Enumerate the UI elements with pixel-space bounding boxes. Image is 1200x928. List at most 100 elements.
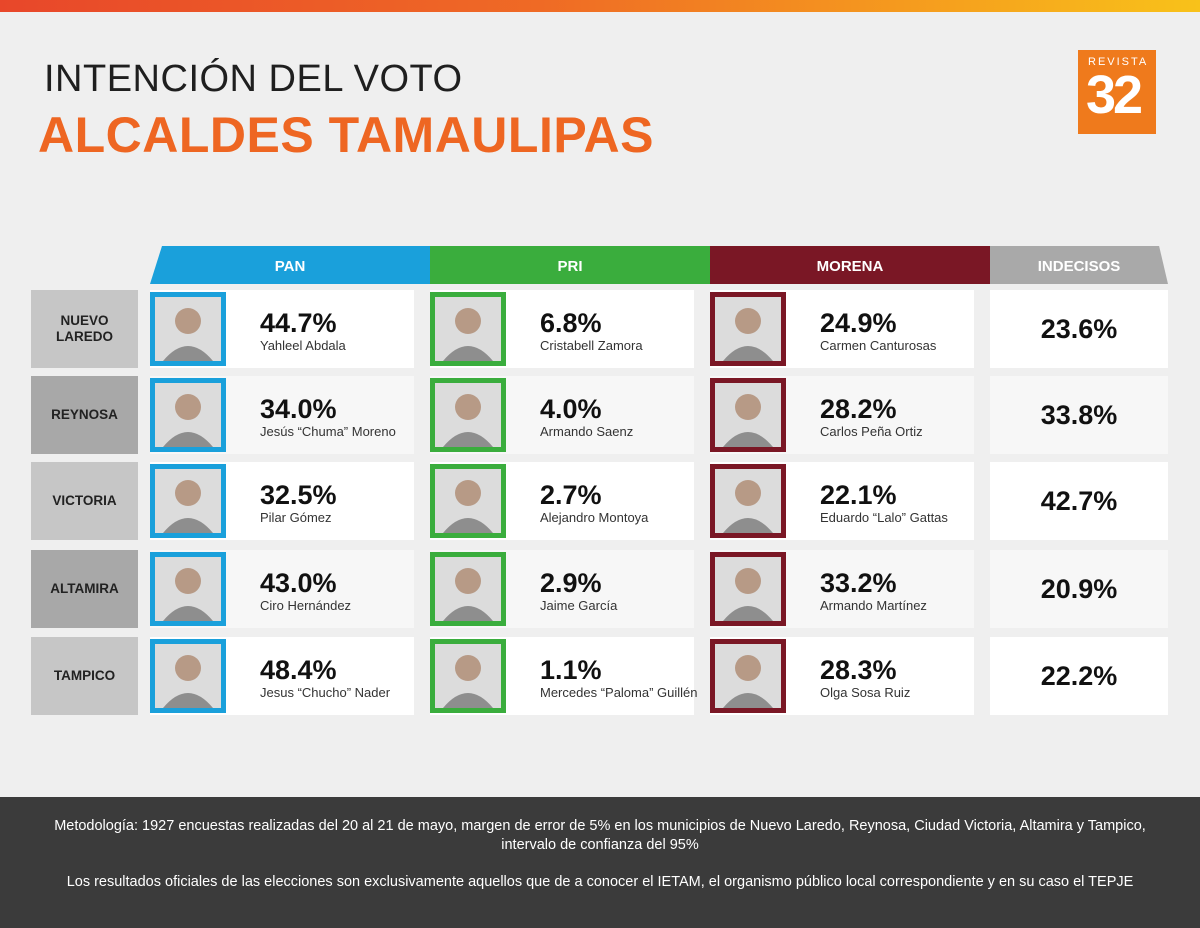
pan-cell: 32.5% Pilar Gómez bbox=[150, 462, 414, 540]
candidate-photo bbox=[710, 292, 786, 366]
city-label: VICTORIA bbox=[31, 462, 138, 540]
methodology-text: Metodología: 1927 encuestas realizadas d… bbox=[54, 818, 1146, 853]
morena-percentage: 24.9% bbox=[820, 308, 897, 338]
pan-cell: 34.0% Jesús “Chuma” Moreno bbox=[150, 376, 414, 454]
candidate-photo bbox=[430, 378, 506, 452]
pri-percentage: 4.0% bbox=[540, 394, 602, 424]
city-label: ALTAMIRA bbox=[31, 550, 138, 628]
pri-cell: 4.0% Armando Saenz bbox=[430, 376, 694, 454]
morena-candidate-name: Carlos Peña Ortiz bbox=[820, 424, 923, 439]
avatar-silhouette bbox=[155, 557, 221, 621]
pan-percentage: 44.7% bbox=[260, 308, 337, 338]
avatar-silhouette bbox=[155, 297, 221, 361]
avatar-silhouette bbox=[435, 469, 501, 533]
candidate-photo bbox=[150, 464, 226, 538]
candidate-photo bbox=[150, 639, 226, 713]
avatar-silhouette bbox=[435, 383, 501, 447]
header-indecisos: INDECISOS bbox=[990, 246, 1168, 284]
avatar-silhouette bbox=[155, 469, 221, 533]
header-morena: MORENA bbox=[710, 246, 990, 284]
morena-percentage: 28.2% bbox=[820, 394, 897, 424]
table-row: REYNOSA 34.0% Jesús “Chuma” Moreno 4.0% Arma… bbox=[0, 376, 1200, 454]
candidate-photo bbox=[710, 552, 786, 626]
pan-candidate-name: Ciro Hernández bbox=[260, 598, 352, 613]
morena-cell: 33.2% Armando Martínez bbox=[710, 550, 974, 628]
header-pri: PRI bbox=[430, 246, 710, 284]
table-row: TAMPICO 48.4% Jesus “Chucho” Nader 1.1% Merc… bbox=[0, 637, 1200, 715]
indecisos-percentage: 22.2% bbox=[990, 637, 1168, 715]
morena-percentage: 33.2% bbox=[820, 568, 897, 598]
pri-cell: 2.7% Alejandro Montoya bbox=[430, 462, 694, 540]
avatar-silhouette bbox=[435, 297, 501, 361]
pri-candidate-name: Armando Saenz bbox=[540, 424, 634, 439]
morena-percentage: 22.1% bbox=[820, 480, 897, 510]
candidate-photo bbox=[710, 464, 786, 538]
pri-cell: 6.8% Cristabell Zamora bbox=[430, 290, 694, 368]
top-gradient-bar bbox=[0, 0, 1200, 12]
pri-cell: 1.1% Mercedes “Paloma” Guillén bbox=[430, 637, 698, 715]
table-row: NUEVO LAREDO 44.7% Yahleel Abdala 6.8% Crist… bbox=[0, 290, 1200, 368]
pri-candidate-name: Cristabell Zamora bbox=[540, 338, 643, 353]
disclaimer-text: Los resultados oficiales de las eleccion… bbox=[66, 873, 1134, 890]
header-pan-label: PAN bbox=[274, 257, 306, 275]
indecisos-percentage: 23.6% bbox=[990, 290, 1168, 368]
pan-candidate-name: Pilar Gómez bbox=[260, 510, 332, 525]
avatar-silhouette bbox=[435, 644, 501, 708]
city-label: REYNOSA bbox=[31, 376, 138, 454]
header-morena-label: MORENA bbox=[816, 257, 884, 275]
pri-candidate-name: Alejandro Montoya bbox=[540, 510, 649, 525]
pan-percentage: 43.0% bbox=[260, 568, 337, 598]
pri-cell: 2.9% Jaime García bbox=[430, 550, 694, 628]
avatar-silhouette bbox=[715, 383, 781, 447]
morena-cell: 28.2% Carlos Peña Ortiz bbox=[710, 376, 974, 454]
avatar-silhouette bbox=[715, 644, 781, 708]
avatar-silhouette bbox=[435, 557, 501, 621]
avatar-silhouette bbox=[155, 644, 221, 708]
title-line-2: ALCALDES TAMAULIPAS bbox=[38, 107, 654, 163]
pri-percentage: 2.9% bbox=[540, 568, 602, 598]
morena-percentage: 28.3% bbox=[820, 655, 897, 685]
morena-candidate-name: Armando Martínez bbox=[820, 598, 927, 613]
city-label: TAMPICO bbox=[31, 637, 138, 715]
pri-candidate-name: Mercedes “Paloma” Guillén bbox=[540, 685, 698, 700]
morena-candidate-name: Eduardo “Lalo” Gattas bbox=[820, 510, 948, 525]
pan-cell: 48.4% Jesus “Chucho” Nader bbox=[150, 637, 414, 715]
candidate-photo bbox=[710, 639, 786, 713]
indecisos-percentage: 20.9% bbox=[990, 550, 1168, 628]
candidate-photo bbox=[150, 292, 226, 366]
candidate-photo bbox=[430, 552, 506, 626]
candidate-photo bbox=[430, 464, 506, 538]
header-pri-label: PRI bbox=[557, 257, 583, 275]
revista-32-logo: REVISTA 32 bbox=[1078, 50, 1156, 134]
pan-percentage: 34.0% bbox=[260, 394, 337, 424]
avatar-silhouette bbox=[155, 383, 221, 447]
candidate-photo bbox=[710, 378, 786, 452]
pan-candidate-name: Jesus “Chucho” Nader bbox=[260, 685, 391, 700]
pri-percentage: 6.8% bbox=[540, 308, 602, 338]
avatar-silhouette bbox=[715, 557, 781, 621]
morena-cell: 28.3% Olga Sosa Ruiz bbox=[710, 637, 974, 715]
header-pan: PAN bbox=[150, 246, 430, 284]
footer: Metodología: 1927 encuestas realizadas d… bbox=[0, 797, 1200, 928]
avatar-silhouette bbox=[715, 469, 781, 533]
candidate-photo bbox=[150, 378, 226, 452]
pan-percentage: 32.5% bbox=[260, 480, 337, 510]
indecisos-percentage: 42.7% bbox=[990, 462, 1168, 540]
pri-candidate-name: Jaime García bbox=[540, 598, 618, 613]
morena-candidate-name: Olga Sosa Ruiz bbox=[820, 685, 911, 700]
pan-cell: 44.7% Yahleel Abdala bbox=[150, 290, 414, 368]
morena-cell: 24.9% Carmen Canturosas bbox=[710, 290, 974, 368]
morena-candidate-name: Carmen Canturosas bbox=[820, 338, 937, 353]
table-row: ALTAMIRA 43.0% Ciro Hernández 2.9% Jaime Gar… bbox=[0, 550, 1200, 628]
candidate-photo bbox=[150, 552, 226, 626]
pri-percentage: 2.7% bbox=[540, 480, 602, 510]
avatar-silhouette bbox=[715, 297, 781, 361]
header-indecisos-label: INDECISOS bbox=[1037, 257, 1121, 275]
candidate-photo bbox=[430, 292, 506, 366]
logo-number: 32 bbox=[1086, 65, 1143, 125]
table-row: VICTORIA 32.5% Pilar Gómez 2.7% Alejandro Mo… bbox=[0, 462, 1200, 540]
pan-candidate-name: Yahleel Abdala bbox=[260, 338, 346, 353]
logo-small-text: REVISTA bbox=[1088, 56, 1149, 68]
city-label: NUEVO LAREDO bbox=[31, 290, 138, 368]
title-line-1: INTENCIÓN DEL VOTO bbox=[44, 58, 463, 100]
